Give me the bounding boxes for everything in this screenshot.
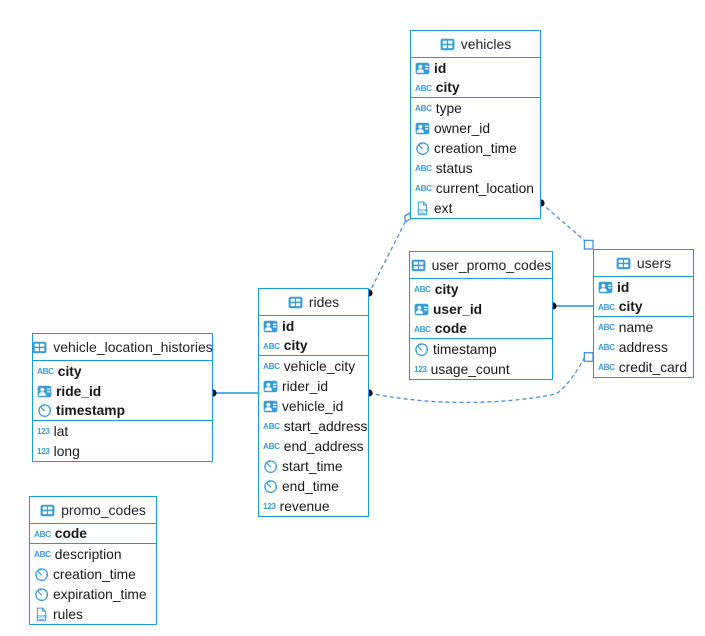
svg-text:JSON: JSON xyxy=(417,207,428,212)
svg-text:JSON: JSON xyxy=(36,613,47,618)
